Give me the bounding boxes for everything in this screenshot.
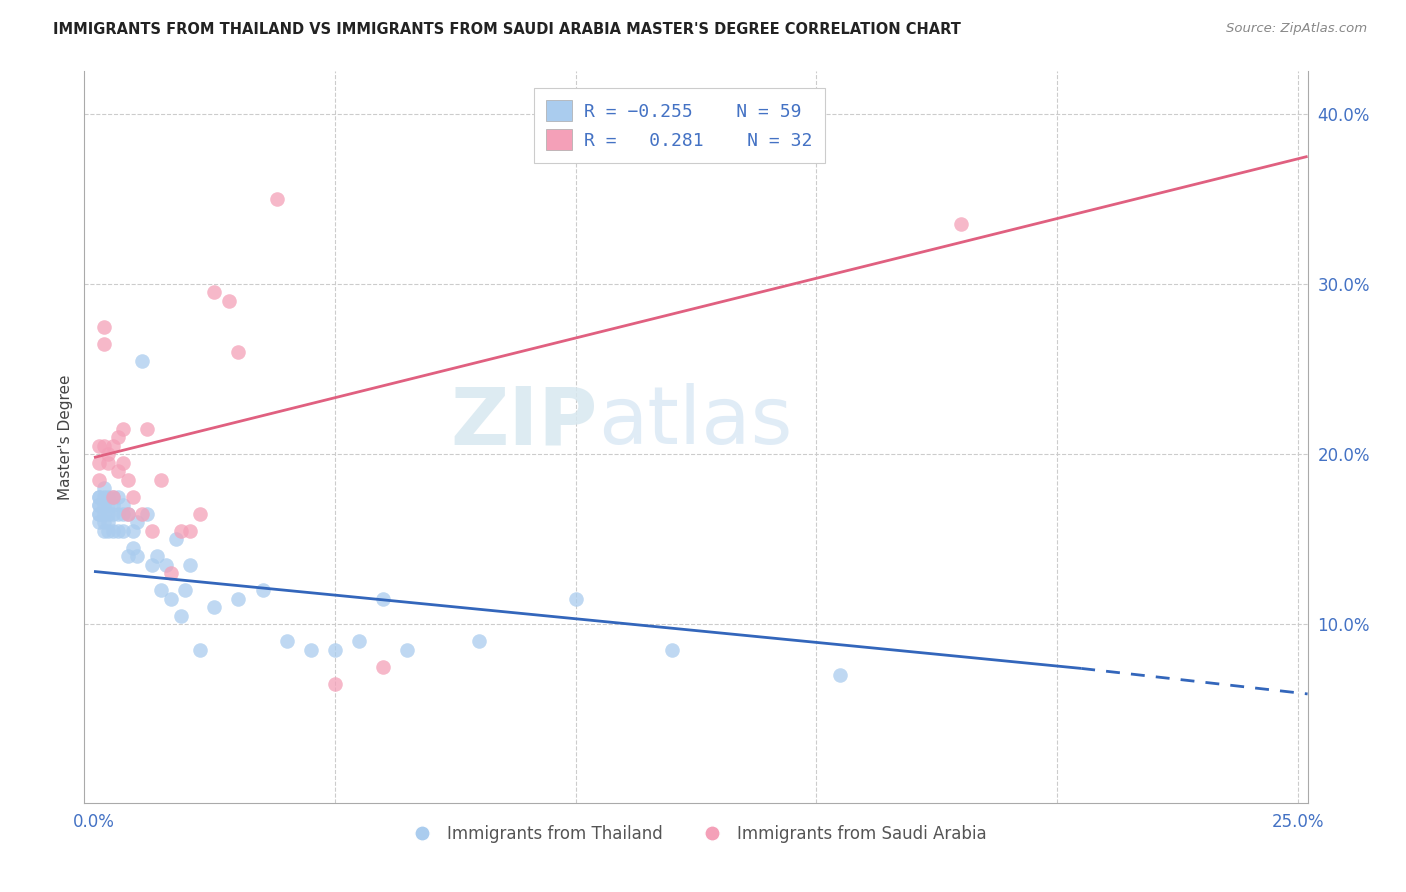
Point [117, 507, 139, 521]
Point [93, 524, 115, 538]
Point [87, 490, 110, 504]
Point [202, 600, 225, 615]
Point [93, 319, 115, 334]
Point [347, 634, 370, 648]
Point [121, 524, 143, 538]
Point [93, 481, 115, 495]
Point [107, 464, 129, 478]
Legend: Immigrants from Thailand, Immigrants from Saudi Arabia: Immigrants from Thailand, Immigrants fro… [398, 818, 994, 849]
Point [661, 642, 683, 657]
Point [87, 456, 110, 470]
Point [155, 558, 177, 572]
Point [87, 490, 110, 504]
Y-axis label: Master's Degree: Master's Degree [58, 375, 73, 500]
Point [93, 336, 115, 351]
Point [87, 439, 110, 453]
Point [179, 524, 201, 538]
Point [121, 541, 143, 555]
Point [468, 634, 491, 648]
Point [117, 549, 139, 563]
Point [93, 515, 115, 529]
Point [141, 524, 163, 538]
Point [103, 439, 125, 453]
Point [97, 524, 120, 538]
Point [188, 642, 211, 657]
Point [87, 507, 110, 521]
Point [103, 524, 125, 538]
Point [323, 642, 346, 657]
Point [103, 490, 125, 504]
Point [202, 285, 225, 300]
Point [117, 507, 139, 521]
Point [97, 447, 120, 461]
Point [93, 439, 115, 453]
Point [87, 473, 110, 487]
Point [87, 498, 110, 512]
Point [228, 591, 250, 606]
Point [228, 345, 250, 359]
Point [107, 490, 129, 504]
Point [371, 659, 394, 673]
Point [150, 583, 173, 598]
Point [266, 192, 288, 206]
Point [127, 515, 149, 529]
Point [103, 507, 125, 521]
Point [141, 558, 163, 572]
Point [150, 473, 173, 487]
Point [87, 498, 110, 512]
Text: Source: ZipAtlas.com: Source: ZipAtlas.com [1226, 22, 1367, 36]
Point [252, 583, 274, 598]
Point [830, 668, 852, 682]
Point [949, 218, 972, 232]
Point [87, 515, 110, 529]
Point [170, 524, 193, 538]
Point [276, 634, 298, 648]
Point [323, 677, 346, 691]
Point [136, 507, 159, 521]
Point [371, 591, 394, 606]
Point [97, 490, 120, 504]
Text: ZIP: ZIP [451, 384, 598, 461]
Point [103, 498, 125, 512]
Point [131, 353, 153, 368]
Point [97, 507, 120, 521]
Point [97, 498, 120, 512]
Point [165, 532, 187, 546]
Point [395, 642, 418, 657]
Point [121, 490, 143, 504]
Point [107, 430, 129, 444]
Point [145, 549, 167, 563]
Point [107, 507, 129, 521]
Point [117, 473, 139, 487]
Point [97, 456, 120, 470]
Point [97, 515, 120, 529]
Point [93, 490, 115, 504]
Point [174, 583, 197, 598]
Text: atlas: atlas [598, 384, 793, 461]
Point [218, 293, 240, 308]
Point [188, 507, 211, 521]
Point [111, 456, 134, 470]
Point [111, 498, 134, 512]
Point [111, 524, 134, 538]
Point [103, 490, 125, 504]
Point [136, 421, 159, 435]
Point [299, 642, 322, 657]
Point [93, 498, 115, 512]
Point [93, 507, 115, 521]
Point [111, 421, 134, 435]
Point [127, 549, 149, 563]
Point [107, 524, 129, 538]
Point [564, 591, 586, 606]
Point [170, 608, 193, 623]
Point [179, 558, 201, 572]
Point [160, 591, 183, 606]
Point [111, 507, 134, 521]
Point [87, 507, 110, 521]
Text: IMMIGRANTS FROM THAILAND VS IMMIGRANTS FROM SAUDI ARABIA MASTER'S DEGREE CORRELA: IMMIGRANTS FROM THAILAND VS IMMIGRANTS F… [53, 22, 962, 37]
Point [131, 507, 153, 521]
Point [160, 566, 183, 581]
